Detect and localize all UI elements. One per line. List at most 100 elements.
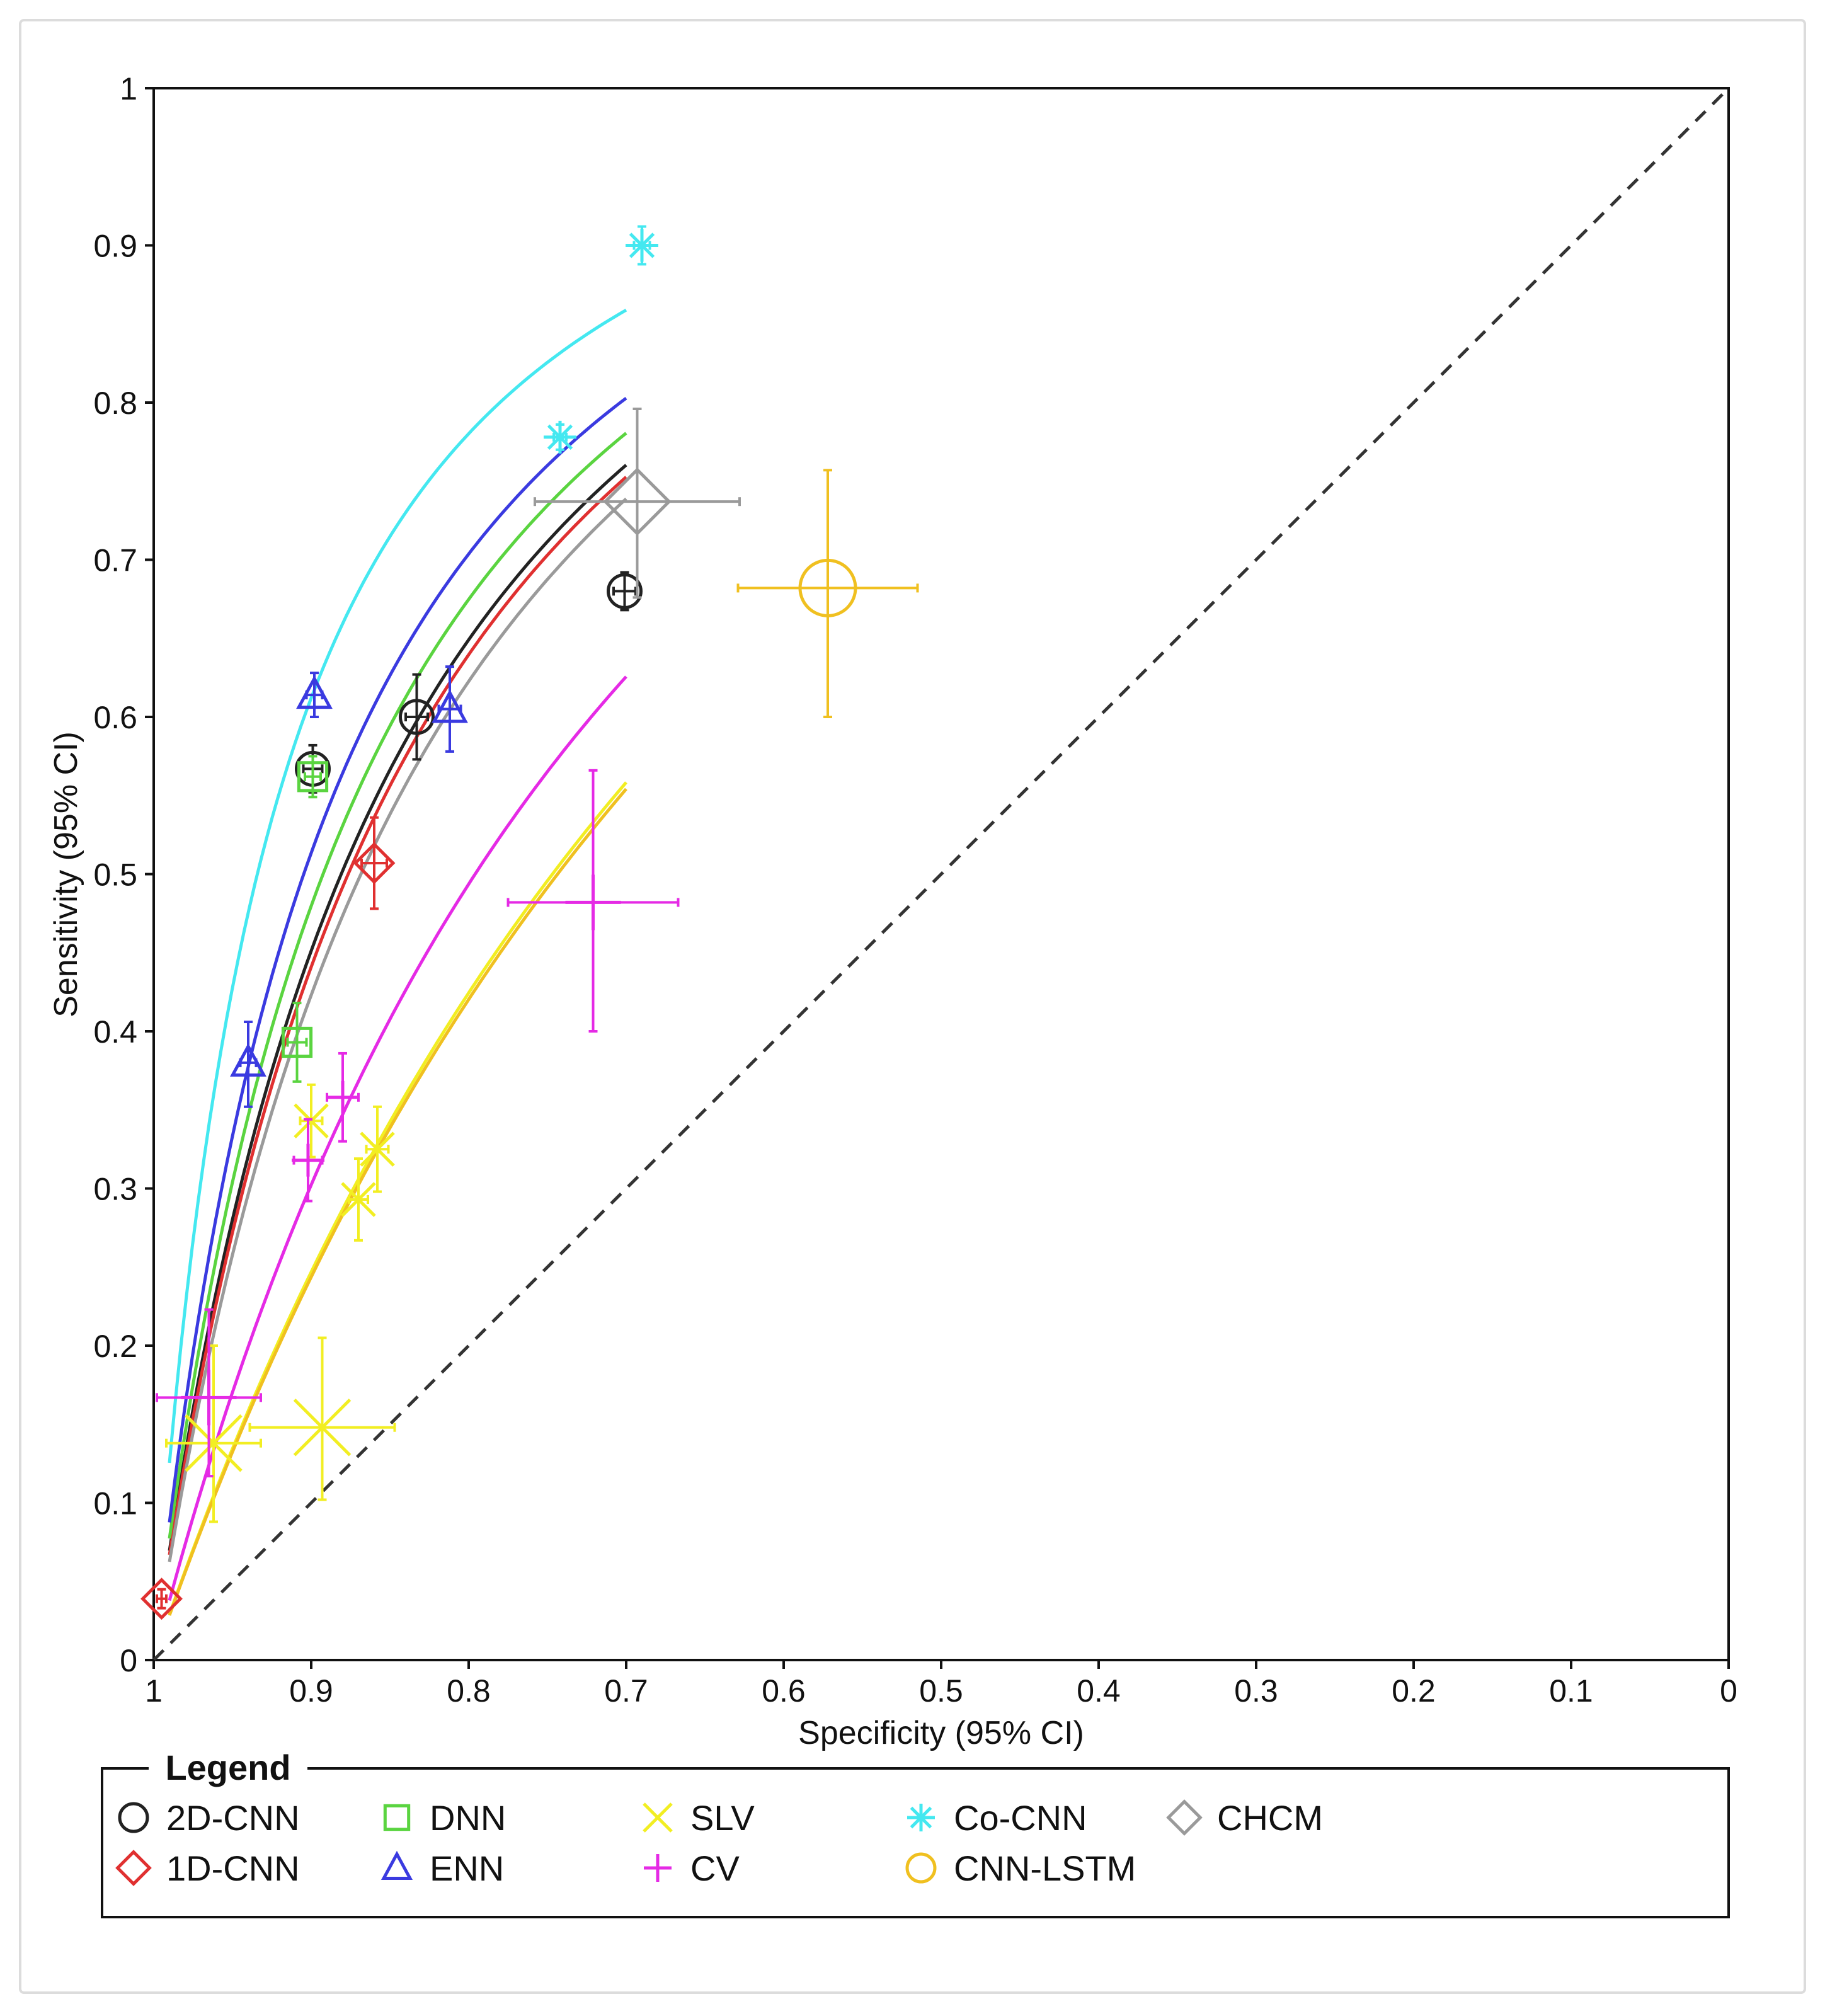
x-tick-label: 0.1 [1549, 1673, 1593, 1709]
y-tick-label: 1 [120, 71, 137, 106]
marker-circle [118, 1802, 149, 1833]
y-axis-label: Sensitivity (95% CI) [48, 731, 84, 1017]
marker-diamond [603, 467, 672, 536]
marker-plus [326, 1080, 359, 1114]
y-tick-label: 0.9 [93, 229, 137, 264]
legend-label: CV [690, 1848, 740, 1888]
sroc-curve-co-cnn [168, 308, 627, 1463]
marker-plus [292, 1143, 324, 1177]
marker-diamond [353, 842, 396, 885]
sroc-curve-enn [168, 396, 627, 1523]
marker-triangle [380, 1850, 413, 1880]
legend-entry-1d-cnn: 1D-CNN [115, 1848, 300, 1888]
marker-asterisk [544, 420, 576, 454]
marker-triangle [432, 689, 468, 723]
legend: Legend 2D-CNN 1D-CNN DNN ENN SLV CV Co-CNN CNN-… [101, 1748, 1730, 1918]
sroc-curve-1d-cnn [168, 476, 627, 1555]
data-point-cnn-lstm [736, 469, 919, 718]
marker-square [281, 1026, 313, 1058]
data-point-enn [230, 1021, 266, 1108]
marker-circle [607, 573, 643, 609]
sroc-curve-chcm [168, 497, 627, 1562]
x-tick-label: 0.2 [1392, 1673, 1436, 1709]
data-point-cv [506, 769, 680, 1033]
data-points [140, 225, 919, 1620]
legend-entry-slv: SLV [643, 1798, 755, 1838]
x-tick-label: 0.5 [919, 1673, 963, 1709]
marker-asterisk [626, 229, 658, 262]
x-tick-label: 0.3 [1234, 1673, 1278, 1709]
axes: 1 0.9 0.8 0.7 0.6 0.5 0.4 0.3 0.2 0.1 0 0 0.1 0.2 0.3 0… [93, 71, 1737, 1709]
y-tick-label: 0.8 [93, 386, 137, 421]
data-point-dnn [297, 755, 329, 799]
data-point-co-cnn [544, 420, 576, 454]
marker-square [383, 1804, 411, 1831]
marker-circle [905, 1852, 937, 1884]
marker-diamond [1166, 1799, 1203, 1836]
y-tick-label: 0.7 [93, 543, 137, 578]
y-tick-label: 0.5 [93, 857, 137, 893]
marker-circle [399, 699, 435, 735]
marker-plus [644, 1854, 672, 1882]
data-point-slv [248, 1336, 396, 1501]
x-tick-label: 0 [1720, 1673, 1737, 1709]
legend-entry-dnn: DNN [383, 1798, 506, 1838]
x-tick-label: 0.8 [447, 1673, 491, 1709]
chance-diagonal [152, 87, 1730, 1661]
legend-entry-chcm: CHCM [1166, 1798, 1323, 1838]
data-point-1d-cnn [140, 1578, 183, 1620]
legend-entry-cv: CV [644, 1848, 740, 1888]
sroc-curve-cv [168, 675, 627, 1601]
legend-label: CHCM [1217, 1798, 1323, 1838]
legend-label: CNN-LSTM [954, 1848, 1136, 1888]
x-tick-label: 0.4 [1077, 1673, 1121, 1709]
marker-x [341, 1182, 376, 1217]
marker-x [643, 1802, 673, 1833]
y-tick-label: 0.4 [93, 1014, 137, 1050]
marker-x [294, 1103, 329, 1138]
marker-diamond [140, 1578, 183, 1620]
marker-square [297, 761, 329, 793]
y-tick-label: 0.3 [93, 1172, 137, 1207]
marker-x [185, 1414, 243, 1472]
legend-label: 2D-CNN [166, 1798, 300, 1838]
y-tick-label: 0.6 [93, 700, 137, 735]
marker-triangle [296, 675, 333, 709]
data-point-slv [341, 1157, 376, 1242]
marker-asterisk [907, 1804, 935, 1831]
x-axis-label: Specificity (95% CI) [798, 1715, 1084, 1751]
sroc-curve-2d-cnn [168, 464, 627, 1551]
legend-label: 1D-CNN [166, 1848, 300, 1888]
legend-title: Legend [165, 1748, 290, 1787]
legend-label: ENN [430, 1848, 504, 1888]
legend-entry-2d-cnn: 2D-CNN [118, 1798, 300, 1838]
data-point-2d-cnn [399, 673, 435, 761]
marker-x [360, 1131, 395, 1167]
x-tick-label: 0.7 [604, 1673, 648, 1709]
marker-plus [565, 874, 621, 931]
marker-triangle [230, 1043, 266, 1077]
marker-circle [798, 558, 857, 617]
legend-entry-enn: ENN [380, 1848, 504, 1888]
data-point-cv [326, 1051, 360, 1143]
data-point-cv [156, 1308, 262, 1478]
legend-label: Co-CNN [954, 1798, 1087, 1838]
legend-title-backdrop [149, 1748, 307, 1786]
legend-box [101, 1767, 1730, 1918]
x-tick-label: 0.6 [762, 1673, 806, 1709]
y-tick-label: 0.1 [93, 1486, 137, 1521]
data-point-1d-cnn [353, 816, 396, 910]
legend-entry-co-cnn: Co-CNN [907, 1798, 1087, 1838]
y-tick-label: 0.2 [93, 1329, 137, 1364]
data-point-slv [294, 1083, 329, 1159]
data-point-2d-cnn [607, 571, 643, 612]
marker-plus [181, 1370, 237, 1426]
data-point-enn [296, 672, 333, 718]
data-point-chcm [534, 407, 741, 599]
data-point-slv [165, 1344, 262, 1523]
x-tick-label: 0.9 [289, 1673, 333, 1709]
x-tick-label: 1 [145, 1673, 163, 1709]
sroc-curve-cnn-lstm [168, 788, 627, 1616]
